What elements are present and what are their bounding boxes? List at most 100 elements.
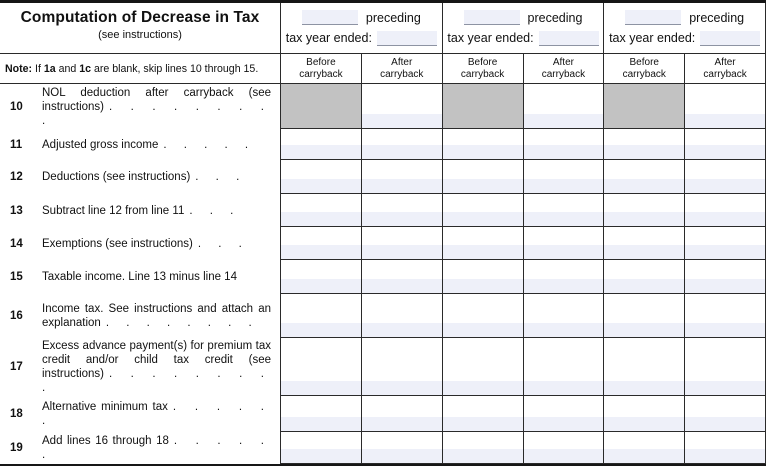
cell-line10-group3-after-carryback[interactable] [685, 84, 766, 129]
tax-year-ended-input-1[interactable] [376, 30, 437, 46]
cell-line18-group1-after-carryback[interactable] [361, 396, 443, 432]
subheader-line2: carryback [460, 68, 505, 80]
cell-line18-group2-after-carryback[interactable] [523, 396, 605, 432]
cell-line10-group2-after-carryback[interactable] [523, 84, 605, 129]
after-carryback-header-3: After carryback [685, 54, 766, 84]
cell-line10-group1-after-carryback[interactable] [361, 84, 443, 129]
preceding-years-input-3[interactable] [625, 10, 682, 26]
tax-year-ended-label: tax year ended: [285, 31, 372, 46]
cell-line11-group1-after-carryback[interactable] [361, 129, 443, 160]
line-label: Excess advance payment(s) for premium ta… [42, 339, 271, 395]
dot-leader: . . . . . . [42, 401, 271, 427]
computation-table: Computation of Decrease in Tax (see inst… [0, 3, 766, 464]
cell-line16-group3-before-carryback[interactable] [604, 294, 686, 338]
line-number: 19 [10, 442, 23, 454]
preceding-years-input-2[interactable] [463, 10, 520, 26]
cell-line15-group2-after-carryback[interactable] [523, 260, 605, 294]
cell-line15-group1-after-carryback[interactable] [361, 260, 443, 294]
cell-line14-group1-after-carryback[interactable] [361, 227, 443, 260]
cell-line13-group1-after-carryback[interactable] [361, 194, 443, 227]
row-label-line16: 16 Income tax. See instructions and attac… [0, 294, 281, 338]
row-label-line11: 11 Adjusted gross income . . . . . [0, 129, 281, 160]
cell-line13-group1-before-carryback[interactable] [281, 194, 362, 227]
cell-line18-group3-before-carryback[interactable] [604, 396, 686, 432]
line-label: Income tax. See instructions and attach … [42, 302, 271, 330]
cell-line12-group2-before-carryback[interactable] [442, 160, 524, 194]
cell-line19-group2-before-carryback[interactable] [442, 432, 524, 464]
dot-leader: . . . . . . . . . [42, 100, 271, 127]
cell-line17-group2-before-carryback[interactable] [442, 338, 524, 396]
cell-line18-group3-after-carryback[interactable] [685, 396, 766, 432]
cell-line13-group2-after-carryback[interactable] [523, 194, 605, 227]
line-label: NOL deduction after carryback (see instr… [42, 86, 271, 128]
cell-line15-group2-before-carryback[interactable] [442, 260, 524, 294]
cell-line11-group3-before-carryback[interactable] [604, 129, 686, 160]
line-label-text: Add lines 16 through 18 [42, 435, 169, 447]
cell-line11-group2-after-carryback[interactable] [523, 129, 605, 160]
cell-line16-group1-before-carryback[interactable] [281, 294, 362, 338]
line-label-text: NOL deduction after carryback (see instr… [42, 86, 271, 113]
cell-line19-group2-after-carryback[interactable] [523, 432, 605, 464]
note-bold-1c: 1c [79, 62, 92, 75]
tax-year-ended-input-2[interactable] [538, 30, 599, 46]
cell-line17-group1-before-carryback[interactable] [281, 338, 362, 396]
row-label-line19: 19 Add lines 16 through 18. . . . . . [0, 432, 281, 464]
cell-line19-group1-after-carryback[interactable] [361, 432, 443, 464]
cell-line12-group3-before-carryback[interactable] [604, 160, 686, 194]
dot-leader: . . . [189, 204, 241, 217]
cell-line12-group1-after-carryback[interactable] [361, 160, 443, 194]
cell-line13-group3-before-carryback[interactable] [604, 194, 686, 227]
preceding-years-input-1[interactable] [301, 10, 358, 26]
cell-line17-group3-after-carryback[interactable] [685, 338, 766, 396]
cell-line14-group2-before-carryback[interactable] [442, 227, 524, 260]
cell-line15-group1-before-carryback[interactable] [281, 260, 362, 294]
cell-line11-group2-before-carryback[interactable] [442, 129, 524, 160]
cell-line14-group1-before-carryback[interactable] [281, 227, 362, 260]
line-number: 17 [10, 361, 23, 373]
cell-line19-group3-after-carryback[interactable] [685, 432, 766, 464]
tax-year-ended-input-3[interactable] [700, 30, 761, 46]
cell-line12-group2-after-carryback[interactable] [523, 160, 605, 194]
row-label-line10: 10 NOL deduction after carryback (see ins… [0, 84, 281, 129]
cell-line17-group2-after-carryback[interactable] [523, 338, 605, 396]
cell-line12-group3-after-carryback[interactable] [685, 160, 766, 194]
line-label: Deductions (see instructions) . . . [42, 170, 271, 184]
line-number: 16 [10, 310, 23, 322]
cell-line16-group3-after-carryback[interactable] [685, 294, 766, 338]
cell-line12-group1-before-carryback[interactable] [281, 160, 362, 194]
cell-line17-group3-before-carryback[interactable] [604, 338, 686, 396]
line-label-text: Taxable income. Line 13 minus line 14 [42, 271, 237, 283]
note-bold-label: Note: [5, 62, 33, 75]
row-label-line13: 13 Subtract line 12 from line 11 . . . [0, 194, 281, 227]
line-label-text: Subtract line 12 from line 11 [42, 204, 185, 217]
cell-line16-group2-after-carryback[interactable] [523, 294, 605, 338]
cell-line16-group2-before-carryback[interactable] [442, 294, 524, 338]
cell-line19-group1-before-carryback[interactable] [281, 432, 362, 464]
cell-line18-group1-before-carryback[interactable] [281, 396, 362, 432]
cell-line13-group3-after-carryback[interactable] [685, 194, 766, 227]
cell-line11-group3-after-carryback[interactable] [685, 129, 766, 160]
cell-line10-group2-before-carryback [442, 84, 524, 129]
cell-line14-group3-after-carryback[interactable] [685, 227, 766, 260]
line-label: Taxable income. Line 13 minus line 14 [42, 270, 271, 284]
cell-line15-group3-after-carryback[interactable] [685, 260, 766, 294]
cell-line11-group1-before-carryback[interactable] [281, 129, 362, 160]
cell-line18-group2-before-carryback[interactable] [442, 396, 524, 432]
cell-line19-group3-before-carryback[interactable] [604, 432, 686, 464]
cell-line16-group1-after-carryback[interactable] [361, 294, 443, 338]
cell-line14-group3-before-carryback[interactable] [604, 227, 686, 260]
subheader-line2: carryback [541, 68, 586, 80]
cell-line14-group2-after-carryback[interactable] [523, 227, 605, 260]
preceding-label: preceding [527, 11, 583, 26]
dot-leader: . . . . . . . . . [42, 368, 271, 394]
cell-line17-group1-after-carryback[interactable] [361, 338, 443, 396]
line-number: 13 [10, 204, 23, 217]
line-label-text: Adjusted gross income [42, 138, 159, 151]
dot-leader: . . . [195, 171, 247, 183]
dot-leader: . . . . . [163, 138, 256, 151]
row-label-line12: 12 Deductions (see instructions) . . . [0, 160, 281, 194]
line-label: Adjusted gross income . . . . . [42, 138, 271, 152]
cell-line13-group2-before-carryback[interactable] [442, 194, 524, 227]
section-subtitle: (see instructions) [98, 29, 182, 41]
cell-line15-group3-before-carryback[interactable] [604, 260, 686, 294]
